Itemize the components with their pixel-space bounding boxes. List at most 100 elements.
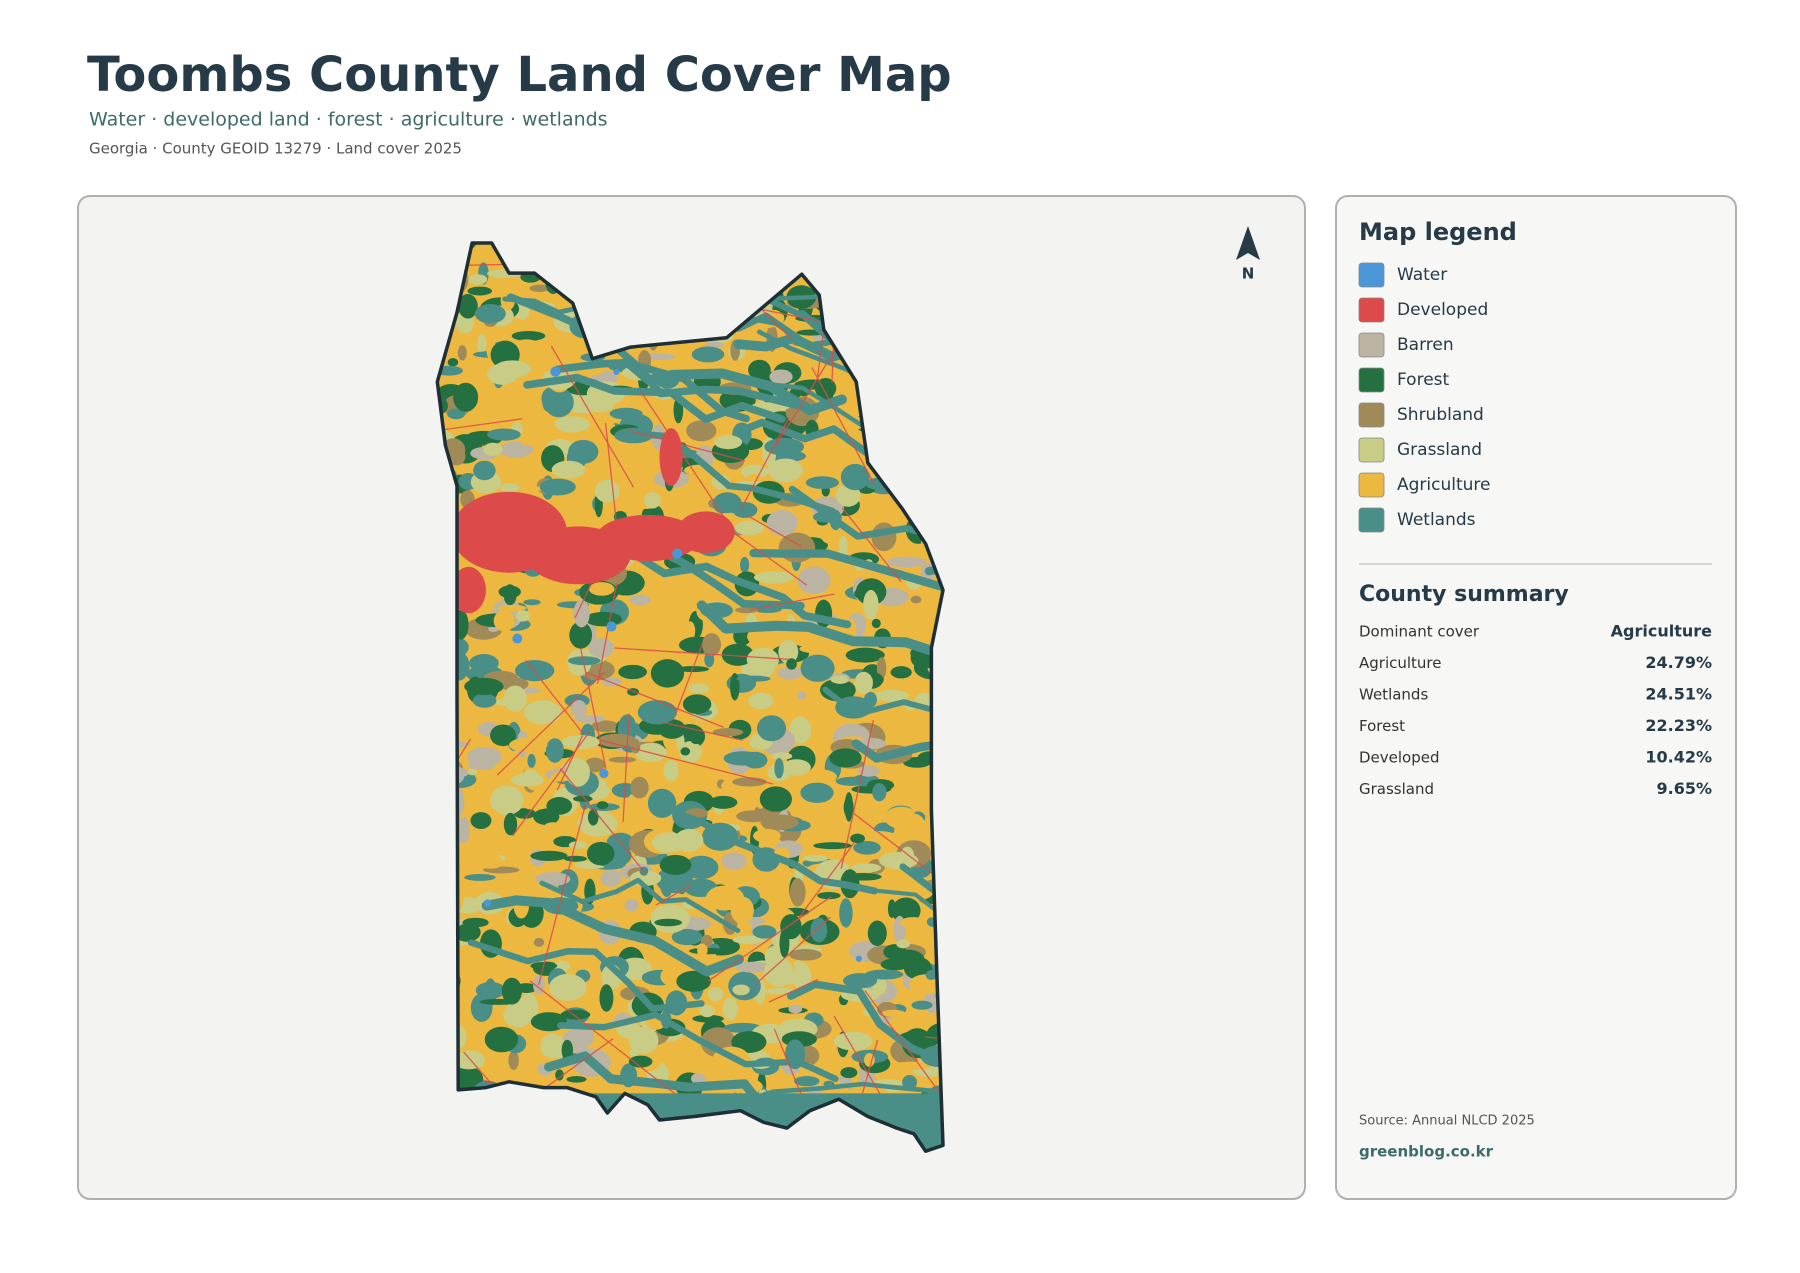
cover-patch	[721, 643, 754, 666]
cover-patch	[530, 850, 568, 861]
cover-patch	[456, 923, 481, 942]
cover-patch	[671, 928, 703, 946]
road	[655, 883, 693, 906]
cover-patch	[588, 638, 615, 658]
cover-patch	[566, 1076, 587, 1083]
cover-patch	[777, 666, 803, 680]
cover-patch	[515, 660, 555, 682]
pond	[512, 633, 523, 644]
cover-patch	[732, 984, 750, 996]
cover-patch	[779, 928, 790, 958]
summary-label: Dominant cover	[1359, 623, 1480, 641]
stream	[822, 686, 943, 764]
cover-patch	[800, 782, 834, 803]
cover-patch	[483, 442, 503, 457]
cover-patch	[833, 1031, 873, 1051]
cover-patch	[448, 446, 466, 466]
cover-patch	[799, 644, 830, 654]
cover-patch	[467, 286, 493, 296]
cover-patch	[672, 1040, 688, 1047]
cover-patch	[513, 808, 536, 819]
cover-patch	[773, 685, 797, 714]
road	[796, 841, 856, 921]
cover-patch	[874, 689, 909, 702]
cover-patch	[811, 720, 842, 737]
road	[496, 671, 605, 776]
cover-patch	[721, 852, 747, 870]
cover-patch	[447, 408, 466, 420]
legend-swatch	[1358, 402, 1385, 428]
cover-patch	[545, 738, 564, 763]
cover-patch	[766, 509, 798, 536]
road	[768, 978, 819, 1003]
cover-patch	[740, 556, 750, 573]
cover-patch	[560, 1009, 591, 1020]
cover-patch	[543, 387, 574, 418]
cover-patch	[708, 795, 738, 809]
legend-label: Shrubland	[1397, 405, 1484, 425]
cover-patch	[628, 1026, 659, 1055]
cover-patch	[600, 869, 622, 887]
cover-patch	[447, 357, 459, 367]
cover-patch	[748, 692, 774, 709]
subtitle: Water · developed land · forest · agricu…	[89, 109, 608, 131]
cover-patch	[456, 816, 471, 844]
cover-patch	[533, 937, 545, 947]
legend-label: Forest	[1397, 370, 1450, 390]
cover-patch	[778, 639, 799, 664]
legend-label: Developed	[1397, 300, 1488, 320]
road	[525, 659, 585, 735]
cover-patch	[458, 293, 478, 319]
legend-label: Agriculture	[1397, 475, 1491, 495]
cover-patch	[519, 992, 539, 1023]
road	[674, 643, 703, 715]
stream	[544, 1051, 773, 1118]
cover-patch	[887, 899, 896, 918]
cover-patch	[691, 346, 725, 363]
cover-patch	[764, 437, 805, 456]
cover-patch	[453, 382, 479, 412]
legend-swatch	[1358, 297, 1385, 323]
pond	[606, 621, 617, 632]
cover-patch	[829, 748, 862, 768]
road	[924, 1036, 943, 1042]
cover-patch	[881, 1009, 906, 1017]
cover-patch	[506, 460, 537, 471]
cover-patch	[817, 891, 841, 900]
cover-patch	[659, 867, 674, 898]
cover-patch	[588, 582, 615, 596]
cover-patch	[561, 1039, 574, 1061]
stream	[696, 600, 943, 666]
cover-patch	[568, 841, 588, 850]
cover-patch	[628, 1055, 653, 1068]
cover-patch	[691, 1073, 706, 1085]
road	[498, 537, 595, 542]
cover-patch	[555, 1069, 564, 1081]
cover-patch	[891, 949, 925, 970]
summary-value: 9.65%	[1656, 779, 1712, 798]
cover-patch	[911, 1000, 933, 1010]
stream	[611, 537, 852, 629]
cover-patch	[490, 724, 516, 747]
cover-patch	[594, 479, 620, 503]
cover-patch	[584, 611, 623, 627]
cover-patch	[686, 420, 717, 442]
cover-patch	[752, 925, 777, 939]
road	[614, 647, 790, 660]
cover-patch	[840, 463, 870, 491]
cover-patch	[730, 896, 754, 924]
legend-label: Barren	[1397, 335, 1454, 355]
cover-patch	[629, 594, 651, 606]
cover-patch	[548, 973, 587, 1002]
cover-patch	[685, 621, 696, 641]
town	[676, 511, 735, 554]
cover-patch	[503, 685, 527, 712]
county-outline	[435, 241, 945, 1153]
cover-patch	[467, 768, 477, 776]
stream	[851, 736, 943, 800]
cover-patch	[876, 657, 887, 680]
summary-label: Grassland	[1359, 780, 1434, 798]
cover-patch	[651, 832, 687, 853]
cover-patch	[529, 284, 551, 292]
summary-label: Forest	[1359, 717, 1405, 735]
